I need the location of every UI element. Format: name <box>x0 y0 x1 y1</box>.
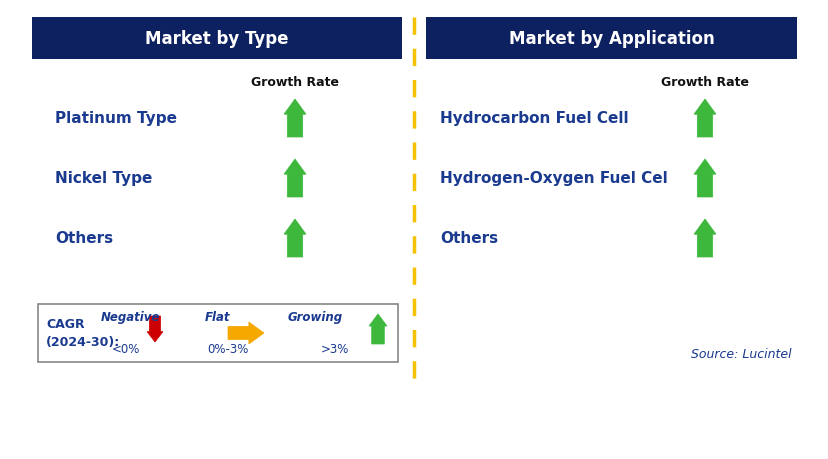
Text: <0%: <0% <box>112 343 140 356</box>
Text: Market by Type: Market by Type <box>145 30 288 48</box>
FancyBboxPatch shape <box>426 18 796 60</box>
Polygon shape <box>284 160 306 197</box>
Text: Growth Rate: Growth Rate <box>251 75 339 88</box>
Polygon shape <box>368 314 387 344</box>
Text: (2024-30):: (2024-30): <box>46 336 120 349</box>
Text: Platinum Type: Platinum Type <box>55 111 177 126</box>
Text: Nickel Type: Nickel Type <box>55 171 152 186</box>
Polygon shape <box>693 100 715 138</box>
Polygon shape <box>284 219 306 257</box>
Text: Others: Others <box>55 231 113 246</box>
Text: 0%-3%: 0%-3% <box>207 343 248 356</box>
Text: Hydrocarbon Fuel Cell: Hydrocarbon Fuel Cell <box>440 111 628 126</box>
Text: CAGR: CAGR <box>46 318 84 331</box>
Polygon shape <box>693 160 715 197</box>
Text: Growth Rate: Growth Rate <box>660 75 748 88</box>
Text: >3%: >3% <box>320 343 349 356</box>
Text: Flat: Flat <box>205 311 230 324</box>
Polygon shape <box>147 316 163 342</box>
Text: Others: Others <box>440 231 498 246</box>
Text: Market by Application: Market by Application <box>508 30 714 48</box>
Text: Growing: Growing <box>287 311 342 324</box>
FancyBboxPatch shape <box>38 304 397 362</box>
Text: Negative: Negative <box>100 311 160 324</box>
FancyBboxPatch shape <box>32 18 402 60</box>
Text: Hydrogen-Oxygen Fuel Cel: Hydrogen-Oxygen Fuel Cel <box>440 171 667 186</box>
Text: Source: Lucintel: Source: Lucintel <box>691 348 791 361</box>
Polygon shape <box>228 322 263 344</box>
Polygon shape <box>284 100 306 138</box>
Polygon shape <box>693 219 715 257</box>
